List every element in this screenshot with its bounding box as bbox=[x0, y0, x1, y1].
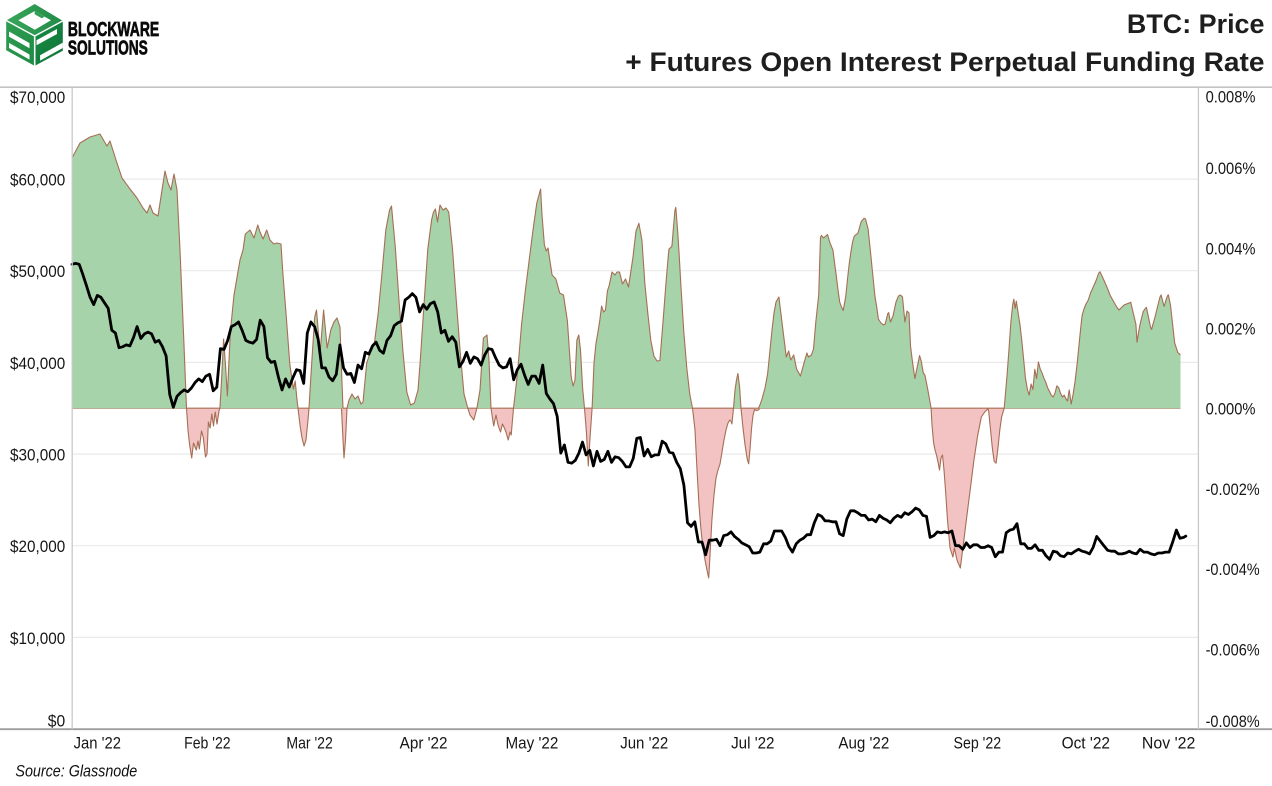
svg-text:Jun '22: Jun '22 bbox=[620, 734, 668, 752]
svg-text:-0.008%: -0.008% bbox=[1206, 713, 1260, 731]
svg-text:-0.002%: -0.002% bbox=[1206, 481, 1260, 499]
svg-text:0.002%: 0.002% bbox=[1206, 320, 1256, 338]
svg-text:$50,000: $50,000 bbox=[10, 263, 65, 281]
svg-text:May '22: May '22 bbox=[506, 734, 559, 752]
svg-text:BLOCKWARE: BLOCKWARE bbox=[68, 18, 159, 41]
svg-text:$20,000: $20,000 bbox=[10, 538, 65, 556]
svg-text:$0: $0 bbox=[48, 712, 65, 730]
svg-text:Feb '22: Feb '22 bbox=[184, 734, 231, 752]
svg-text:-0.006%: -0.006% bbox=[1206, 641, 1260, 659]
svg-text:Sep '22: Sep '22 bbox=[954, 734, 1002, 752]
svg-text:Aug '22: Aug '22 bbox=[838, 734, 889, 752]
svg-text:Jul '22: Jul '22 bbox=[731, 734, 774, 752]
svg-text:Jan '22: Jan '22 bbox=[74, 734, 121, 752]
svg-text:$60,000: $60,000 bbox=[10, 172, 65, 190]
svg-text:Nov '22: Nov '22 bbox=[1142, 734, 1195, 752]
svg-text:$10,000: $10,000 bbox=[10, 630, 65, 648]
svg-text:0.000%: 0.000% bbox=[1206, 401, 1256, 419]
svg-text:SOLUTIONS: SOLUTIONS bbox=[68, 37, 148, 60]
svg-text:$30,000: $30,000 bbox=[10, 447, 65, 465]
svg-text:Mar '22: Mar '22 bbox=[286, 734, 333, 752]
svg-text:-0.004%: -0.004% bbox=[1206, 561, 1260, 579]
svg-text:0.004%: 0.004% bbox=[1206, 240, 1256, 258]
svg-text:$40,000: $40,000 bbox=[10, 355, 65, 373]
svg-text:+ Futures Open Interest Perpet: + Futures Open Interest Perpetual Fundin… bbox=[625, 47, 1264, 77]
svg-text:BTC: Price: BTC: Price bbox=[1127, 9, 1265, 39]
svg-text:$70,000: $70,000 bbox=[10, 89, 65, 107]
svg-text:Apr '22: Apr '22 bbox=[400, 734, 448, 752]
svg-text:0.006%: 0.006% bbox=[1206, 160, 1256, 178]
svg-text:Source: Glassnode: Source: Glassnode bbox=[15, 763, 137, 781]
svg-text:Oct '22: Oct '22 bbox=[1062, 734, 1110, 752]
svg-text:0.008%: 0.008% bbox=[1206, 89, 1256, 107]
